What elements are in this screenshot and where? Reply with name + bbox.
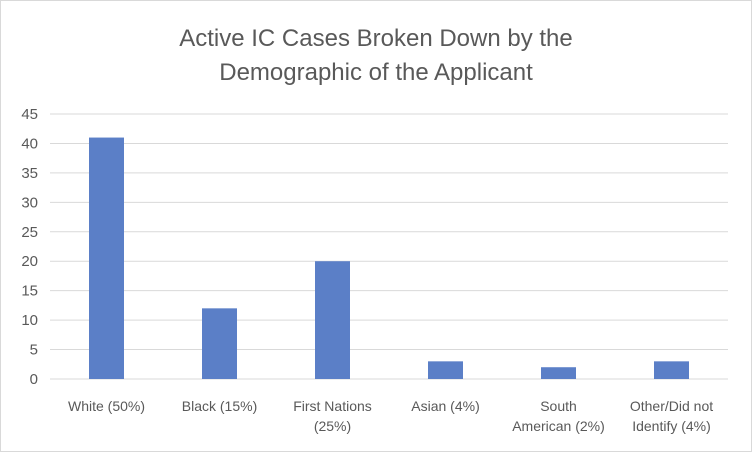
x-category-label: Asian (4%) xyxy=(411,398,479,414)
chart-title-line-2: Demographic of the Applicant xyxy=(219,59,533,86)
y-tick-label: 40 xyxy=(21,135,38,152)
y-tick-label: 30 xyxy=(21,194,38,211)
x-category-label: (25%) xyxy=(314,418,351,434)
x-category-label: White (50%) xyxy=(68,398,145,414)
bar xyxy=(428,361,463,379)
y-tick-label: 0 xyxy=(30,371,38,388)
bar xyxy=(541,367,576,379)
x-category-label: American (2%) xyxy=(512,418,605,434)
y-tick-label: 25 xyxy=(21,224,38,241)
y-tick-label: 10 xyxy=(21,312,38,329)
x-category-label: Other/Did not xyxy=(630,398,713,414)
bar xyxy=(654,361,689,379)
chart-title-line-1: Active IC Cases Broken Down by the xyxy=(179,25,573,52)
y-tick-label: 35 xyxy=(21,165,38,182)
y-tick-label: 5 xyxy=(30,342,38,359)
y-tick-label: 15 xyxy=(21,283,38,300)
bar xyxy=(202,308,237,379)
x-category-label: First Nations xyxy=(293,398,372,414)
x-category-label: South xyxy=(540,398,577,414)
x-category-label: Black (15%) xyxy=(182,398,257,414)
x-category-label: Identify (4%) xyxy=(632,418,711,434)
bar xyxy=(315,261,350,379)
chart-title: Active IC Cases Broken Down by the Demog… xyxy=(0,22,752,90)
bar xyxy=(89,137,124,379)
y-tick-label: 45 xyxy=(21,106,38,123)
y-tick-label: 20 xyxy=(21,253,38,270)
